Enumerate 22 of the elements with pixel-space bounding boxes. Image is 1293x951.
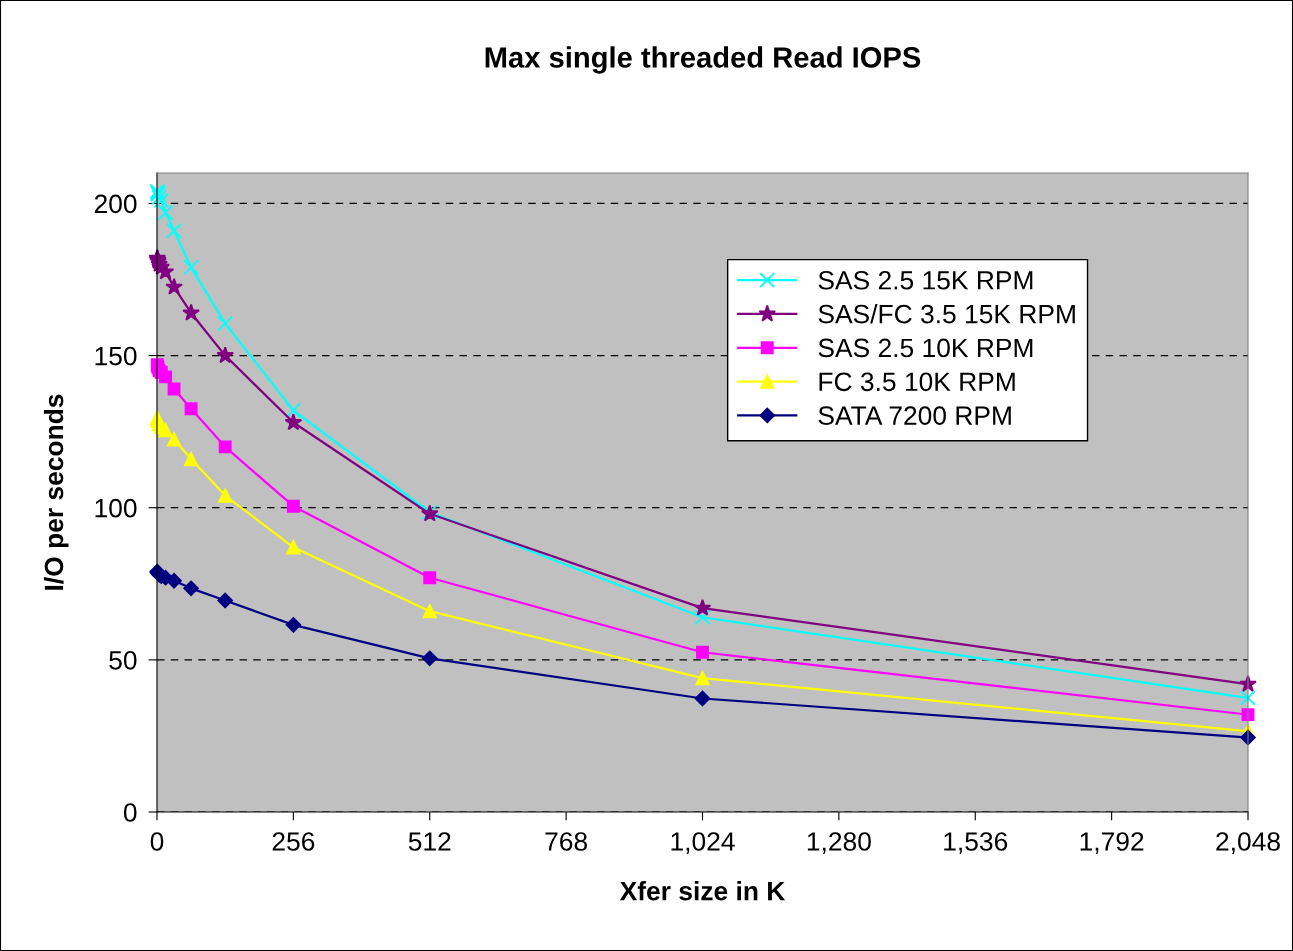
legend-label: SAS 2.5 10K RPM [818, 338, 1033, 358]
x-tick-label: 0 [150, 832, 164, 851]
legend-label: FC 3.5 10K RPM [819, 372, 1015, 392]
x-tick-label: 2,048 [1216, 832, 1280, 854]
y-tick-label: 200 [94, 194, 137, 214]
x-tick-label: 768 [545, 832, 587, 851]
x-tick-label: 512 [408, 832, 451, 851]
x-axis-title: Xfer size in K [619, 881, 786, 901]
legend-label: SAS/FC 3.5 15K RPM [818, 304, 1075, 324]
x-tick-label: 1,536 [944, 832, 1008, 854]
legend-label: SAS 2.5 15K RPM [818, 270, 1033, 290]
y-tick-label: 100 [95, 498, 137, 518]
x-tick-label: 1,792 [1080, 832, 1144, 854]
x-tick-label: 1,280 [807, 832, 871, 854]
chart-title: Max single threaded Read IOPS [485, 46, 921, 74]
x-tick-label: 1,024 [671, 832, 735, 854]
y-tick-label: 0 [123, 803, 137, 822]
y-tick-label: 50 [109, 650, 137, 670]
x-tick-label: 256 [272, 832, 315, 851]
legend-label: SATA 7200 RPM [818, 406, 1011, 425]
y-tick-label: 150 [95, 346, 137, 366]
y-axis-title: I/O per seconds [43, 394, 69, 590]
